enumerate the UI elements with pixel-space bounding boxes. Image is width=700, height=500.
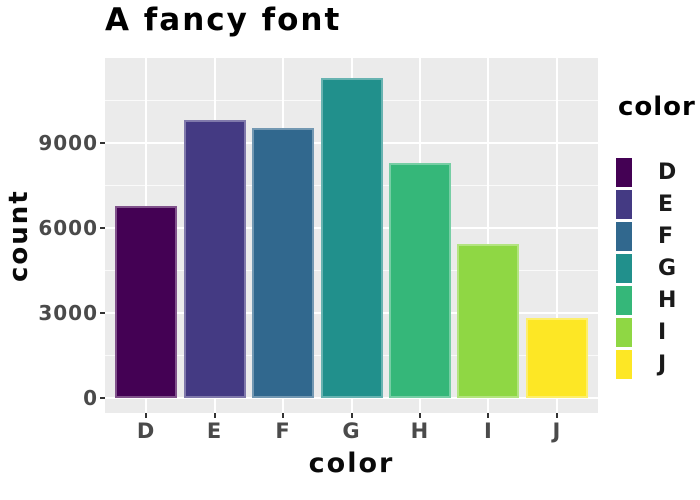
x-tick-mark [487, 413, 490, 418]
x-tick-label: D [136, 419, 156, 443]
legend-entry-D: D [616, 158, 676, 187]
legend-swatch [616, 286, 632, 315]
legend-entry-G: G [616, 254, 676, 283]
x-tick-label: E [206, 419, 223, 443]
legend-title: color [618, 92, 696, 122]
plot-panel [105, 58, 598, 413]
legend-label: F [658, 224, 674, 249]
gridline-vertical [555, 58, 558, 413]
x-tick-mark [350, 413, 353, 418]
x-tick-label: J [552, 419, 562, 443]
y-tick-mark [100, 142, 105, 144]
legend-label: G [658, 256, 677, 281]
legend-swatch [616, 350, 632, 379]
y-tick-label: 9000 [38, 131, 98, 155]
bar-F [252, 127, 315, 398]
legend-label: J [658, 352, 667, 377]
bar-D [115, 206, 178, 398]
legend-swatch [616, 158, 632, 187]
bar-E [183, 120, 246, 398]
legend-entry-E: E [616, 190, 676, 219]
x-axis-title: color [308, 448, 395, 479]
x-tick-label: I [484, 419, 493, 443]
bar-H [388, 162, 451, 398]
x-tick-mark [418, 413, 421, 418]
y-tick-mark [100, 312, 105, 314]
legend-label: I [658, 320, 667, 345]
legend-swatch [616, 190, 632, 219]
legend-entry-J: J [616, 350, 676, 379]
y-tick-label: 3000 [38, 301, 98, 325]
x-tick-label: G [342, 419, 361, 443]
x-tick-label: F [275, 419, 291, 443]
bar-J [525, 318, 588, 398]
x-tick-mark [555, 413, 558, 418]
legend-swatch [616, 318, 632, 347]
legend-entry-I: I [616, 318, 676, 347]
y-tick-mark [100, 397, 105, 399]
x-tick-mark [145, 413, 148, 418]
y-tick-label: 0 [83, 386, 98, 410]
bar-I [457, 244, 520, 398]
gridline-vertical [487, 58, 490, 413]
y-tick-label: 6000 [38, 216, 98, 240]
legend-swatch [616, 222, 632, 251]
legend-entry-H: H [616, 286, 676, 315]
plot-title: A fancy font [105, 2, 342, 38]
bar-G [320, 78, 383, 398]
legend-label: H [658, 288, 677, 313]
legend-label: E [658, 192, 674, 217]
legend-label: D [658, 160, 677, 185]
x-tick-mark [213, 413, 216, 418]
legend-swatch [616, 254, 632, 283]
legend-entry-F: F [616, 222, 676, 251]
x-tick-mark [282, 413, 285, 418]
y-tick-mark [100, 227, 105, 229]
x-tick-label: H [410, 419, 430, 443]
